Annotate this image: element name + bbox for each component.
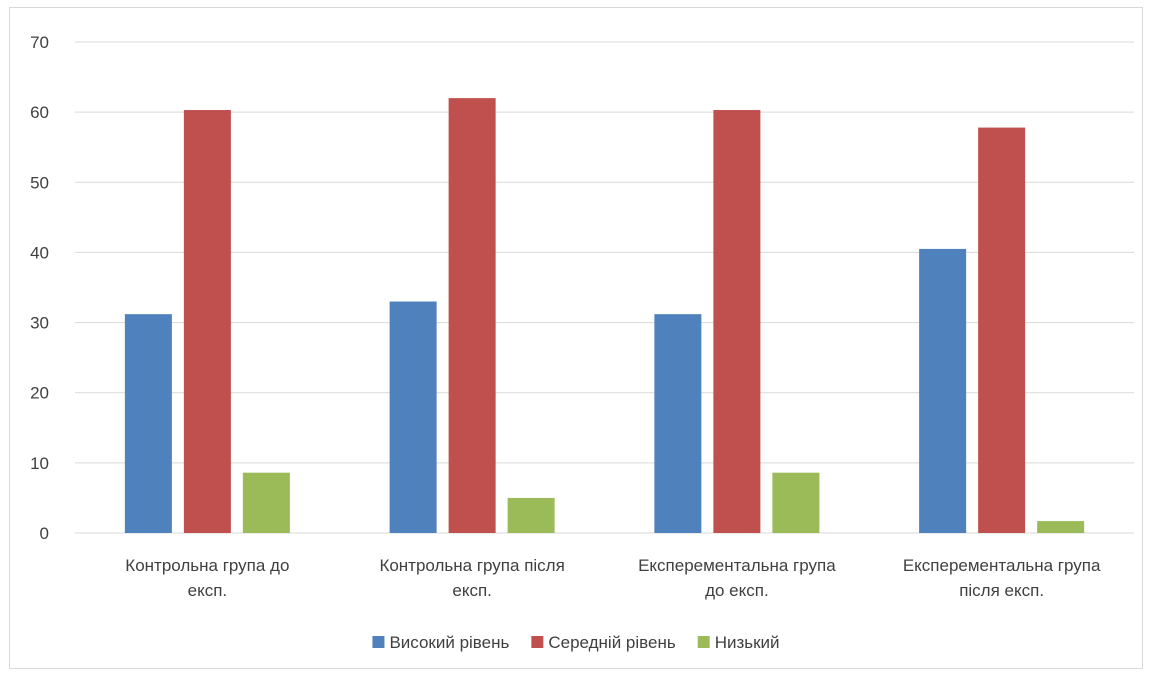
x-category-label: до експ. (705, 581, 769, 600)
gridlines (75, 41, 1134, 534)
y-tick-label: 50 (30, 173, 49, 192)
y-axis-ticks: 0 10 20 30 40 50 60 70 (30, 33, 49, 543)
bar-1-1 (124, 314, 172, 533)
y-tick-label: 30 (30, 314, 49, 333)
bar-1-4 (919, 248, 967, 533)
legend: Високий рівень Середній рівень Низький (372, 633, 780, 652)
legend-label: Середній рівень (548, 633, 675, 652)
bar-2-2 (448, 98, 496, 533)
bar-2-4 (978, 127, 1026, 534)
bar-2-1 (183, 110, 231, 533)
y-tick-label: 20 (30, 384, 49, 403)
legend-swatch (531, 636, 544, 648)
y-tick-label: 10 (30, 454, 49, 473)
bars (124, 98, 1085, 534)
bar-3-1 (242, 472, 290, 533)
x-category-label: експ. (452, 581, 492, 600)
bar-2-3 (713, 110, 761, 533)
x-category-label: експ. (188, 581, 228, 600)
y-tick-label: 60 (30, 103, 49, 122)
legend-label: Високий рівень (389, 633, 509, 652)
bar-3-2 (507, 497, 555, 533)
y-tick-label: 40 (30, 243, 49, 262)
y-tick-label: 0 (40, 524, 49, 543)
bar-3-4 (1037, 521, 1085, 533)
x-category-label: Контрольна група після (379, 556, 564, 575)
legend-swatch (697, 636, 710, 648)
legend-label: Низький (715, 633, 780, 652)
x-axis-labels: Контрольна група до експ. Контрольна група… (125, 556, 1101, 600)
bar-3-3 (772, 472, 820, 533)
x-category-label: після експ. (959, 581, 1044, 600)
x-category-label: Експерементальна група (903, 556, 1101, 575)
y-tick-label: 70 (30, 33, 49, 52)
bar-1-2 (389, 301, 437, 533)
x-category-label: Контрольна група до (125, 556, 289, 575)
x-category-label: Експерементальна група (638, 556, 836, 575)
legend-swatch (372, 636, 385, 648)
bar-1-3 (654, 314, 702, 533)
